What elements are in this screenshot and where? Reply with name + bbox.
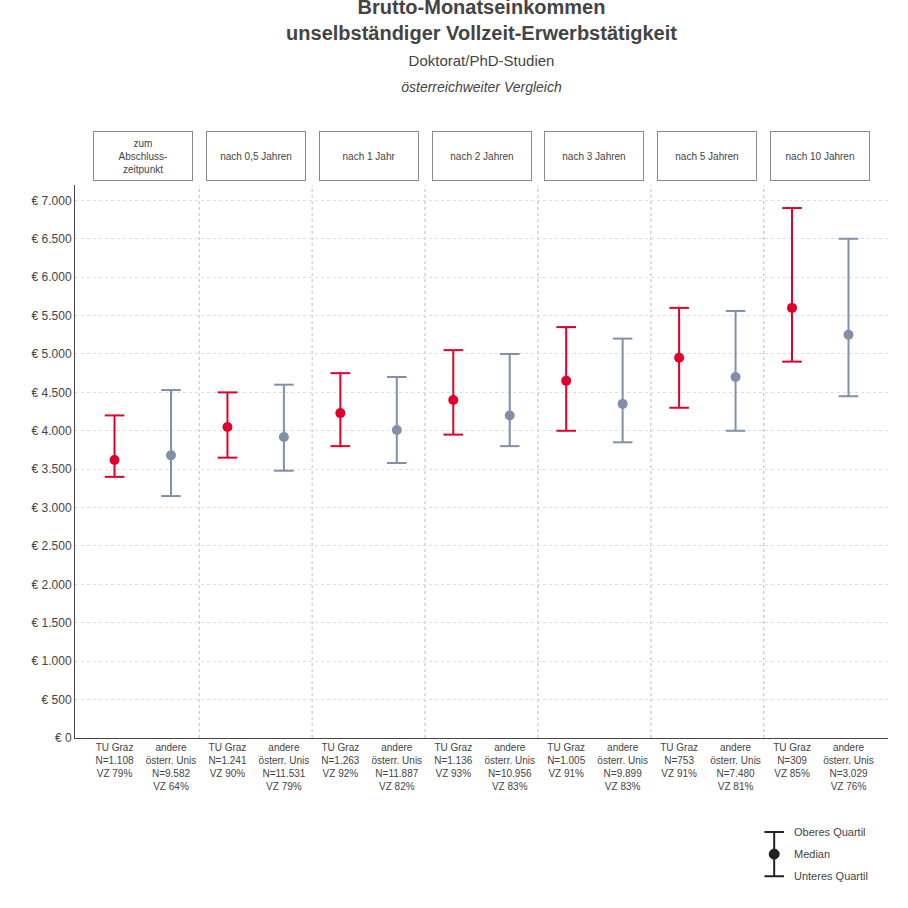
svg-text:Oberes Quartil: Oberes Quartil bbox=[794, 826, 866, 838]
svg-text:TU GrazN=1.136VZ 93%: TU GrazN=1.136VZ 93% bbox=[434, 742, 473, 779]
svg-text:TU GrazN=1.108VZ 79%: TU GrazN=1.108VZ 79% bbox=[95, 742, 134, 779]
svg-text:TU GrazN=309VZ 85%: TU GrazN=309VZ 85% bbox=[773, 742, 811, 779]
svg-text:€ 6.000: € 6.000 bbox=[32, 270, 72, 284]
svg-text:nach 0,5 Jahren: nach 0,5 Jahren bbox=[220, 151, 292, 162]
svg-text:€ 3.500: € 3.500 bbox=[32, 462, 72, 476]
svg-text:€ 4.500: € 4.500 bbox=[32, 386, 72, 400]
svg-text:andereösterr. UnisN=7.480VZ 81: andereösterr. UnisN=7.480VZ 81% bbox=[710, 742, 761, 792]
svg-text:zumAbschluss-zeitpunkt: zumAbschluss-zeitpunkt bbox=[119, 138, 168, 175]
svg-text:andereösterr. UnisN=3.029VZ 76: andereösterr. UnisN=3.029VZ 76% bbox=[823, 742, 874, 792]
svg-text:€ 6.500: € 6.500 bbox=[32, 232, 72, 246]
svg-text:nach 10 Jahren: nach 10 Jahren bbox=[786, 151, 855, 162]
svg-text:TU GrazN=753VZ 91%: TU GrazN=753VZ 91% bbox=[660, 742, 698, 779]
svg-text:€ 5.000: € 5.000 bbox=[32, 347, 72, 361]
svg-text:TU GrazN=1.005VZ 91%: TU GrazN=1.005VZ 91% bbox=[547, 742, 586, 779]
svg-text:€ 2.000: € 2.000 bbox=[32, 578, 72, 592]
svg-text:€ 2.500: € 2.500 bbox=[32, 539, 72, 553]
svg-text:TU GrazN=1.263VZ 92%: TU GrazN=1.263VZ 92% bbox=[321, 742, 360, 779]
svg-text:nach 2 Jahren: nach 2 Jahren bbox=[450, 151, 513, 162]
svg-text:nach 5 Jahren: nach 5 Jahren bbox=[675, 151, 738, 162]
svg-text:€ 3.000: € 3.000 bbox=[32, 501, 72, 515]
svg-text:€ 0: € 0 bbox=[55, 731, 72, 745]
svg-text:€ 1.000: € 1.000 bbox=[32, 654, 72, 668]
svg-text:nach 1 Jahr: nach 1 Jahr bbox=[343, 151, 396, 162]
svg-text:€ 7.000: € 7.000 bbox=[32, 194, 72, 208]
svg-text:€ 5.500: € 5.500 bbox=[32, 309, 72, 323]
svg-text:andereösterr. UnisN=9.899VZ 83: andereösterr. UnisN=9.899VZ 83% bbox=[597, 742, 648, 792]
svg-text:€ 500: € 500 bbox=[42, 693, 72, 707]
svg-text:Median: Median bbox=[794, 848, 830, 860]
svg-text:TU GrazN=1.241VZ 90%: TU GrazN=1.241VZ 90% bbox=[208, 742, 247, 779]
svg-text:andereösterr. UnisN=11.531VZ 7: andereösterr. UnisN=11.531VZ 79% bbox=[259, 742, 310, 792]
svg-text:€ 1.500: € 1.500 bbox=[32, 616, 72, 630]
svg-text:andereösterr. UnisN=10.956VZ 8: andereösterr. UnisN=10.956VZ 83% bbox=[484, 742, 535, 792]
svg-text:andereösterr. UnisN=11.887VZ 8: andereösterr. UnisN=11.887VZ 82% bbox=[372, 742, 423, 792]
svg-text:Unteres Quartil: Unteres Quartil bbox=[794, 870, 868, 882]
svg-text:andereösterr. UnisN=9.582VZ 64: andereösterr. UnisN=9.582VZ 64% bbox=[146, 742, 197, 792]
svg-text:nach 3 Jahren: nach 3 Jahren bbox=[562, 151, 625, 162]
svg-text:Brutto-Monatseinkommenunselbst: Brutto-Monatseinkommenunselbständiger Vo… bbox=[286, 0, 677, 95]
svg-text:€ 4.000: € 4.000 bbox=[32, 424, 72, 438]
